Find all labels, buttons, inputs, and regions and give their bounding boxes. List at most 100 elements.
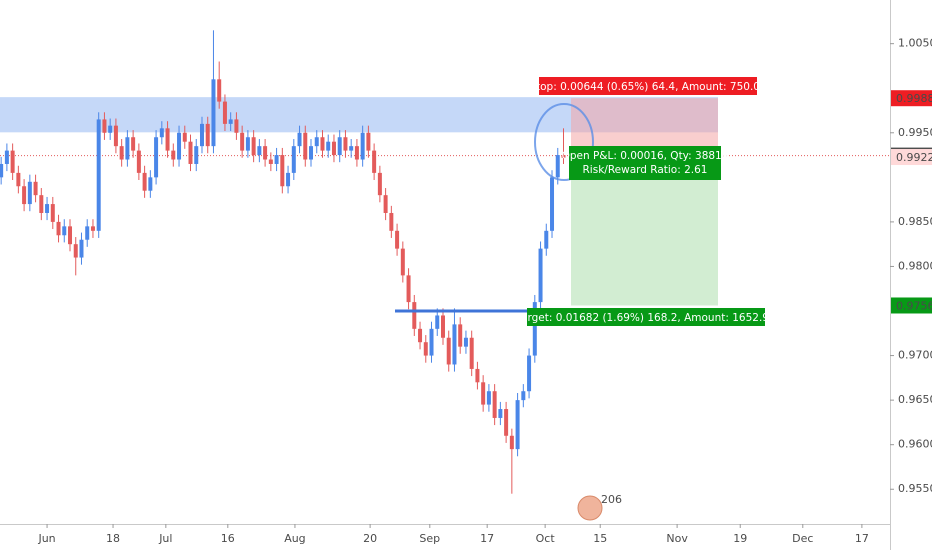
x-tick-label: 18 [106, 532, 120, 545]
target-zone [571, 157, 718, 306]
candle-body [555, 155, 560, 178]
pnl-label: Open P&L: 0.00016, Qty: 38819 [562, 150, 729, 162]
x-tick-label: 20 [363, 532, 377, 545]
candle-body [372, 150, 377, 173]
candle-body [463, 337, 468, 347]
candle-body [240, 132, 245, 151]
x-tick-label: Sep [419, 532, 440, 545]
candle-body [154, 137, 159, 178]
candle-body [286, 172, 291, 187]
candle-body [412, 302, 417, 329]
candle-body [45, 204, 50, 213]
rr-label: Risk/Reward Ratio: 2.61 [583, 164, 708, 176]
candle-body [27, 181, 32, 205]
x-tick-label: Oct [536, 532, 556, 545]
candle-body [131, 137, 136, 151]
badge-icon [577, 495, 603, 521]
x-tick-label: Jun [37, 532, 55, 545]
candle-body [354, 146, 359, 160]
candle-body [366, 132, 371, 151]
candle-body [68, 226, 73, 245]
candle-body [349, 146, 354, 151]
candle-body [263, 146, 268, 160]
badge-count: 206 [601, 493, 622, 506]
candle-body [228, 119, 233, 124]
candle-body [544, 230, 549, 249]
y-tick-label: 0.98500 [898, 215, 932, 228]
candle-body [395, 230, 400, 249]
candle-body [377, 172, 382, 196]
candle-body [418, 328, 423, 343]
candle-body [10, 150, 15, 173]
candle-body [142, 172, 147, 191]
x-tick-label: 19 [733, 532, 747, 545]
candle-body [119, 146, 124, 160]
entry-price-tag-box [891, 149, 932, 166]
candle-body [303, 132, 308, 160]
candle-body [486, 391, 491, 405]
candle-body [326, 141, 331, 151]
candle-body [532, 302, 537, 356]
candle-body [314, 137, 319, 147]
candle-body [85, 226, 90, 240]
candle-body [245, 137, 250, 151]
x-tick-label: Dec [792, 532, 813, 545]
candle-body [291, 146, 296, 173]
candle-body [4, 150, 9, 164]
candle-body [22, 186, 27, 205]
target-label-box [527, 308, 765, 326]
candle-body [309, 146, 314, 160]
candle-body [469, 337, 474, 369]
candle-body [16, 172, 21, 187]
x-tick-label: 17 [480, 532, 494, 545]
y-tick-label: 0.96000 [898, 438, 932, 451]
x-tick-label: Jul [158, 532, 172, 545]
candle-body [504, 409, 509, 436]
target-label: Target: 0.01682 (1.69%) 168.2, Amount: 1… [515, 312, 776, 324]
candle-body [452, 324, 457, 365]
y-tick-label: 0.95500 [898, 482, 932, 495]
y-tick-label: 0.99500 [898, 126, 932, 139]
candle-body [389, 212, 394, 231]
candle-body [257, 146, 262, 156]
stop-label: Stop: 0.00644 (0.65%) 64.4, Amount: 750.… [529, 81, 766, 93]
candle-body [217, 79, 222, 102]
candle-body [125, 137, 130, 160]
entry-price-tag: 0.99228 [896, 151, 932, 164]
candle-body [337, 137, 342, 156]
x-tick-label: Nov [666, 532, 688, 545]
candle-body [148, 177, 153, 191]
target-price-tag-box [891, 297, 932, 314]
candle-body [90, 226, 95, 231]
y-tick-label: 0.97000 [898, 349, 932, 362]
x-tick-label: Aug [284, 532, 305, 545]
candle-body [475, 368, 480, 383]
candle-body [268, 159, 273, 164]
candle-body [515, 400, 520, 450]
candle-body [177, 132, 182, 160]
candle-body [509, 435, 514, 450]
x-tick-label: 17 [855, 532, 869, 545]
candle-body [205, 123, 210, 147]
candle-body [274, 155, 279, 164]
candle-body [440, 315, 445, 338]
candle-body [550, 177, 555, 231]
candle-body [360, 132, 365, 160]
y-tick-label: 1.00500 [898, 37, 932, 50]
candle-body [159, 128, 164, 138]
candle-body [343, 137, 348, 151]
candle-body [458, 324, 463, 347]
candle-body [39, 195, 44, 213]
candle-body [0, 163, 4, 178]
candle-body [171, 150, 176, 160]
candle-body [481, 382, 486, 405]
candle-body [136, 150, 141, 173]
candle-body [527, 355, 532, 392]
candle-body [331, 141, 336, 156]
candle-body [423, 342, 428, 356]
candle-body [446, 337, 451, 365]
candle-body [280, 155, 285, 187]
candle-body [50, 204, 55, 222]
candle-body [182, 132, 187, 142]
